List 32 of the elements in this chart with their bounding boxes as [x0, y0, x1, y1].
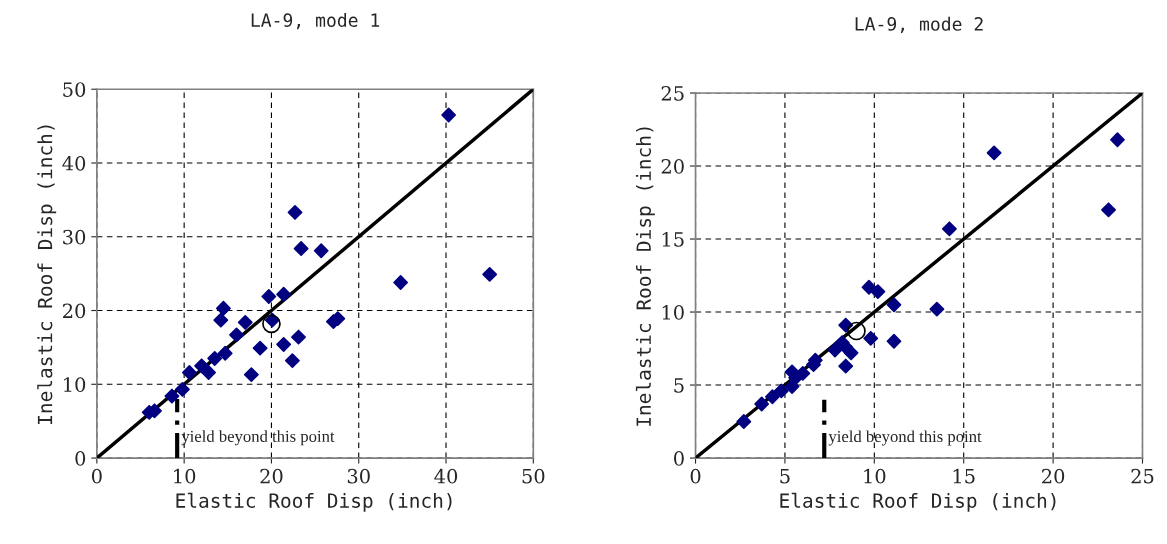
- x-tick-label: 20: [1042, 468, 1065, 484]
- chart-title: LA-9, mode 2: [855, 16, 983, 34]
- chart-title: LA-9, mode 1: [251, 13, 380, 30]
- y-tick-label: 0: [674, 451, 684, 466]
- y-tick-label: 15: [662, 231, 684, 247]
- y-axis-title: Inelastic Roof Disp (inch): [37, 125, 57, 424]
- x-tick-label: 25: [1131, 468, 1154, 484]
- y-tick-label: 10: [662, 304, 684, 320]
- x-tick-label: 40: [434, 468, 458, 484]
- y-tick-label: 25: [661, 85, 684, 101]
- y-tick-label: 5: [674, 378, 684, 393]
- ref-line-label: yield beyond this point: [181, 430, 335, 446]
- x-tick-label: 5: [780, 469, 790, 484]
- y-tick-label: 10: [64, 377, 86, 392]
- x-axis-title: Elastic Roof Disp (inch): [780, 492, 1056, 512]
- y-tick-label: 50: [63, 82, 86, 97]
- x-tick-label: 15: [953, 468, 975, 484]
- y-tick-label: 20: [661, 158, 684, 174]
- x-tick-label: 0: [690, 468, 701, 484]
- x-tick-label: 10: [864, 468, 886, 484]
- x-tick-label: 50: [522, 468, 545, 484]
- x-tick-label: 30: [347, 468, 370, 484]
- x-tick-label: 10: [174, 468, 196, 484]
- y-axis-title: Inelastic Roof Disp (inch): [635, 127, 655, 426]
- x-tick-label: 0: [91, 468, 102, 484]
- y-tick-label: 40: [62, 155, 86, 171]
- x-axis-title: Elastic Roof Disp (inch): [176, 492, 452, 512]
- y-tick-label: 30: [63, 229, 86, 245]
- x-tick-label: 20: [260, 468, 283, 484]
- y-tick-label: 20: [63, 303, 86, 319]
- ref-line-label: yield beyond this point: [828, 430, 982, 446]
- y-tick-label: 0: [75, 451, 86, 466]
